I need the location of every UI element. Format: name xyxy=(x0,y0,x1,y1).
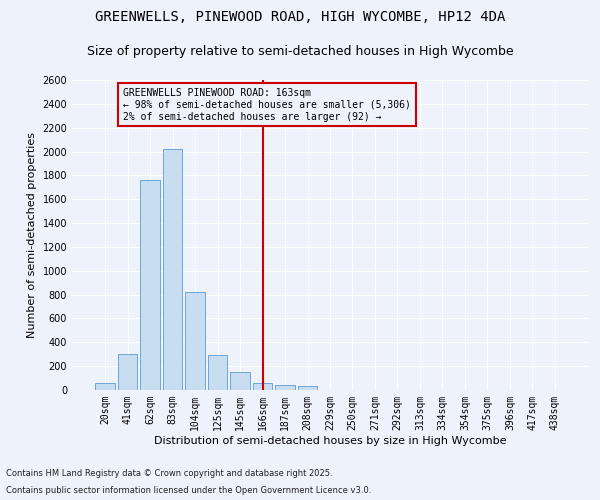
Bar xyxy=(185,292,205,390)
Bar xyxy=(163,149,182,390)
Text: Size of property relative to semi-detached houses in High Wycombe: Size of property relative to semi-detach… xyxy=(86,45,514,58)
Bar xyxy=(208,356,227,390)
Bar xyxy=(118,354,137,390)
Bar xyxy=(298,386,317,390)
Text: Contains HM Land Registry data © Crown copyright and database right 2025.: Contains HM Land Registry data © Crown c… xyxy=(6,468,332,477)
Y-axis label: Number of semi-detached properties: Number of semi-detached properties xyxy=(27,132,37,338)
Bar xyxy=(230,372,250,390)
Text: GREENWELLS, PINEWOOD ROAD, HIGH WYCOMBE, HP12 4DA: GREENWELLS, PINEWOOD ROAD, HIGH WYCOMBE,… xyxy=(95,10,505,24)
Bar xyxy=(253,384,272,390)
Bar xyxy=(95,383,115,390)
Bar xyxy=(140,180,160,390)
Text: GREENWELLS PINEWOOD ROAD: 163sqm
← 98% of semi-detached houses are smaller (5,30: GREENWELLS PINEWOOD ROAD: 163sqm ← 98% o… xyxy=(123,88,411,122)
Text: Contains public sector information licensed under the Open Government Licence v3: Contains public sector information licen… xyxy=(6,486,371,495)
Bar xyxy=(275,385,295,390)
X-axis label: Distribution of semi-detached houses by size in High Wycombe: Distribution of semi-detached houses by … xyxy=(154,436,506,446)
